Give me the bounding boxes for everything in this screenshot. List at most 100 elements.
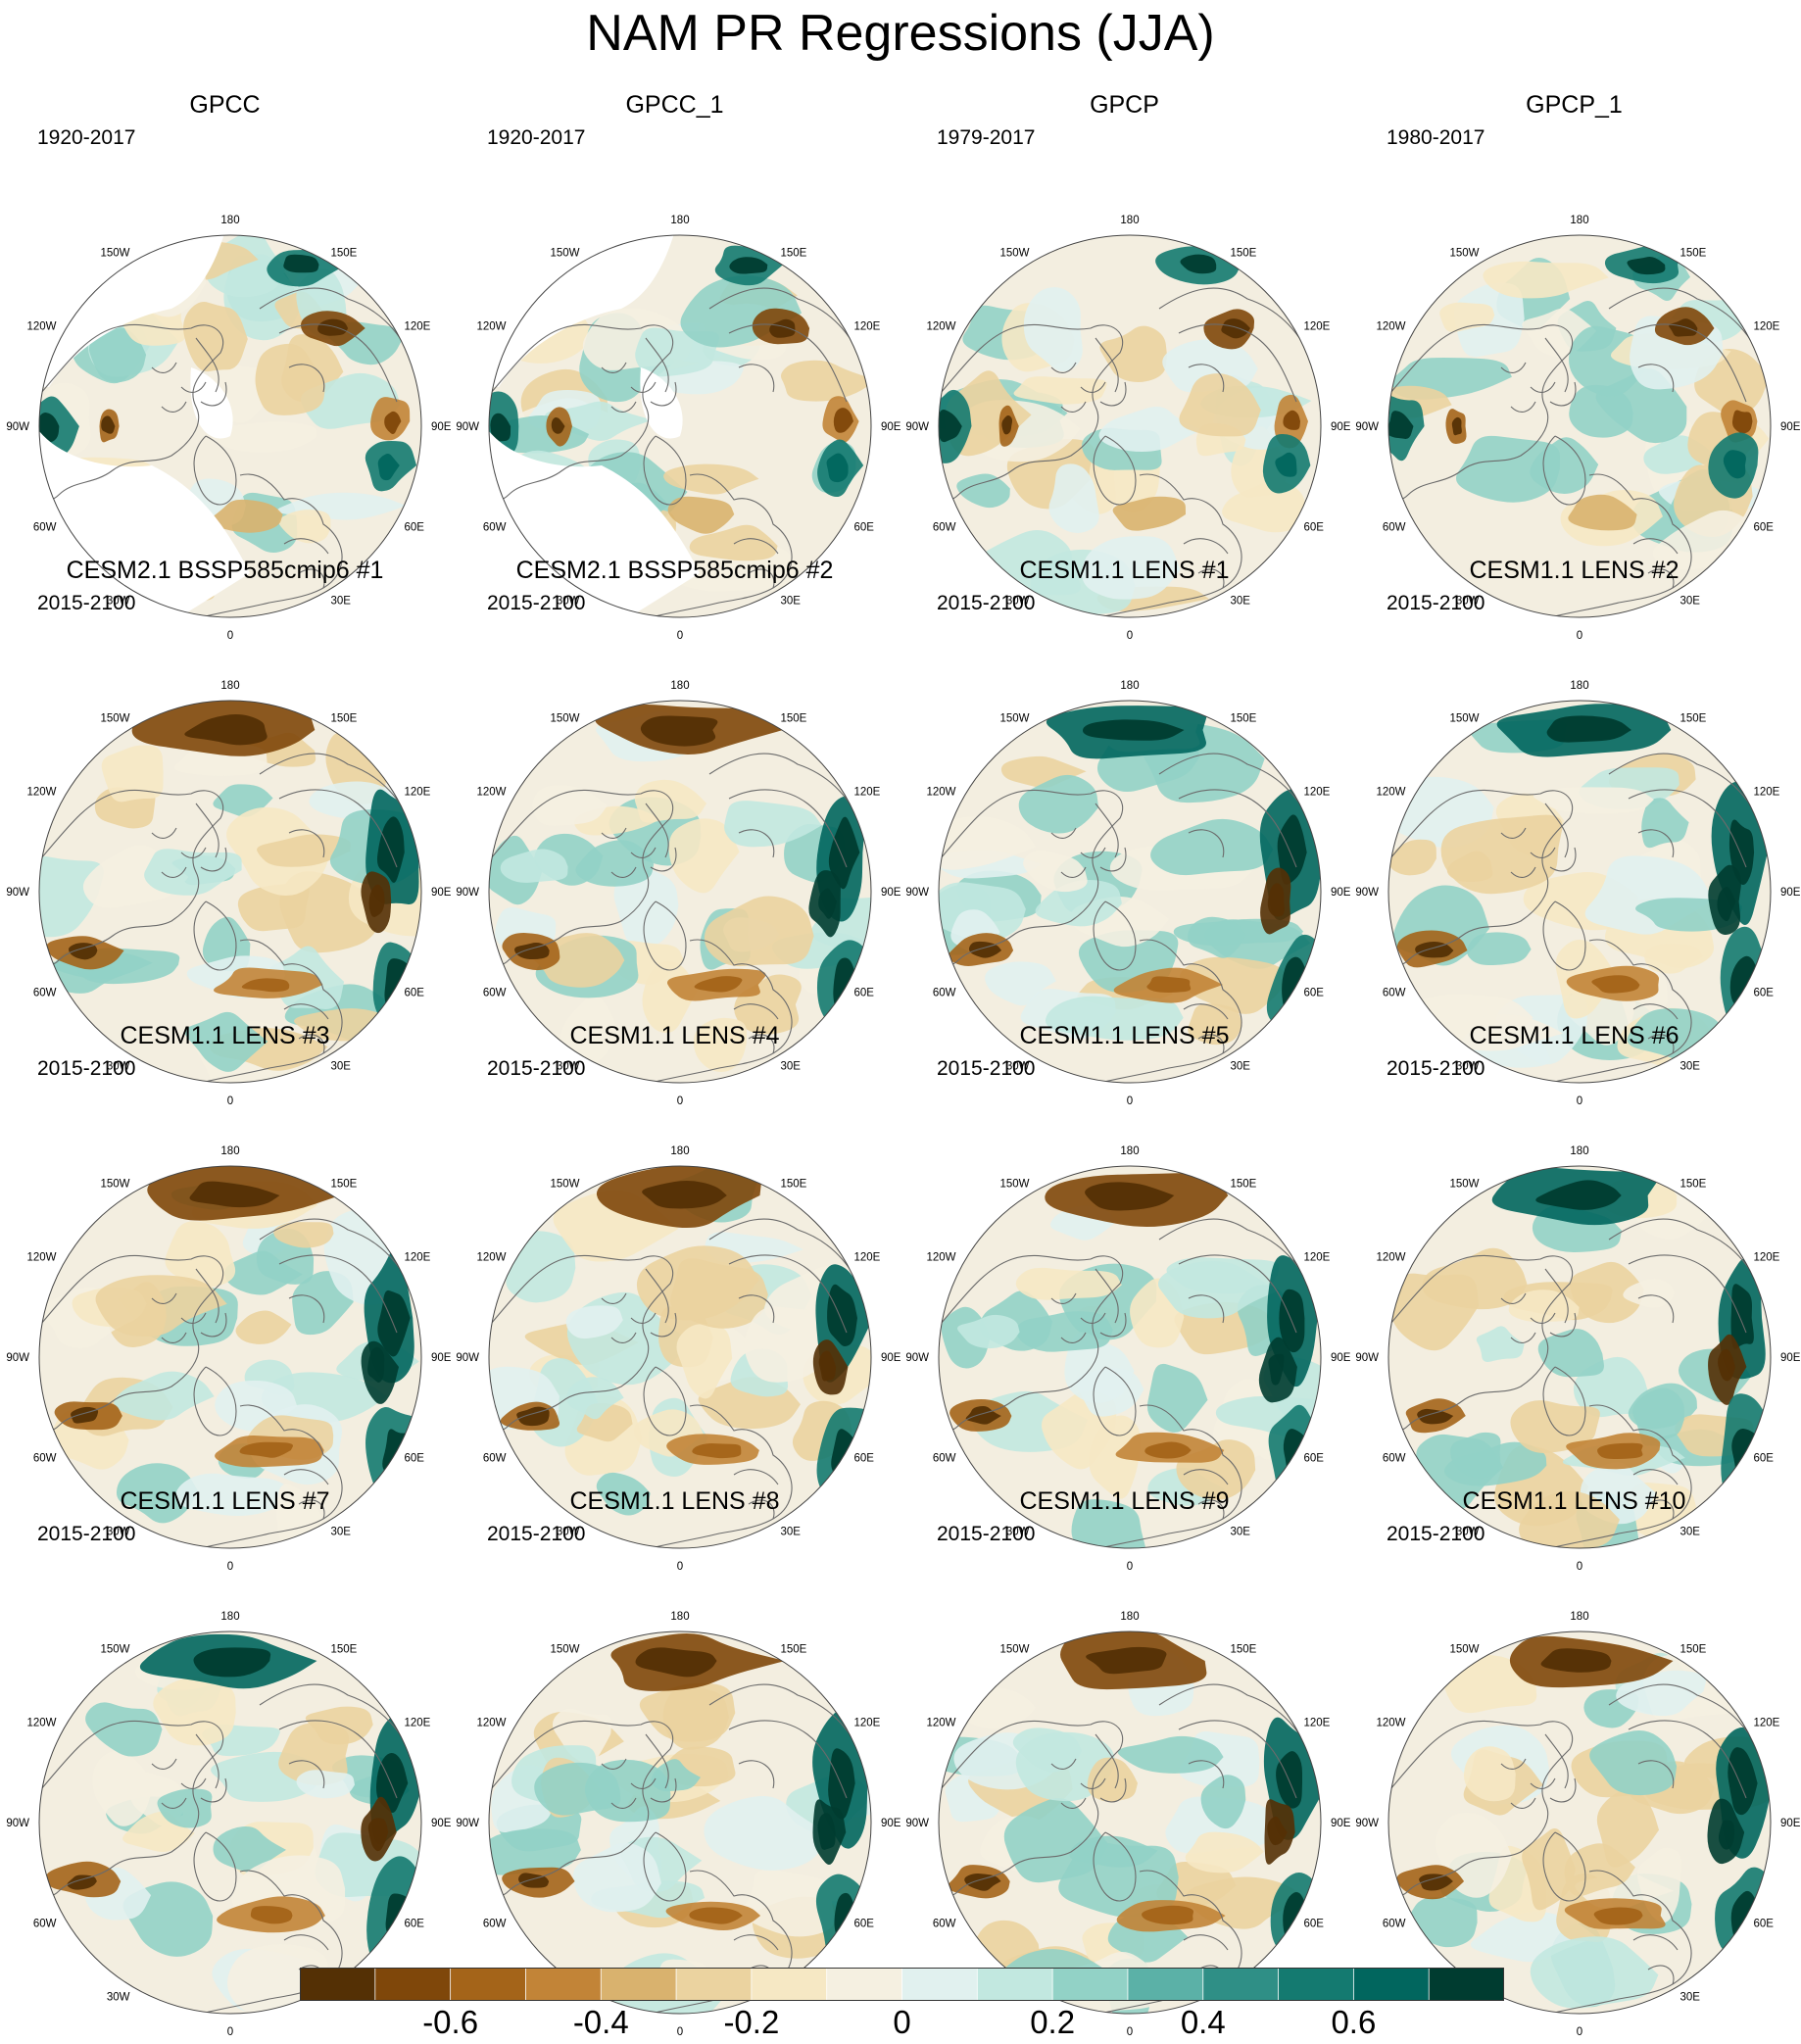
longitude-label: 150E bbox=[1231, 1179, 1257, 1191]
field-core bbox=[367, 1818, 389, 1852]
colorbar-tick: -0.2 bbox=[723, 2004, 780, 2040]
longitude-label: 90W bbox=[6, 887, 29, 899]
colorbar-swatch bbox=[976, 1968, 1054, 2001]
field-core bbox=[1591, 975, 1640, 994]
colorbar-swatch bbox=[1202, 1968, 1280, 2001]
longitude-label: 60W bbox=[1383, 1919, 1406, 1930]
map-border bbox=[1387, 700, 1772, 1084]
longitude-label: 90W bbox=[905, 1818, 929, 1829]
longitude-label: 60W bbox=[33, 1919, 57, 1930]
longitude-label: 0 bbox=[1127, 2026, 1133, 2038]
longitude-label: 150E bbox=[1680, 1644, 1707, 1656]
field-core bbox=[827, 1284, 857, 1347]
field-core bbox=[1417, 1408, 1454, 1425]
colorbar-tick: 0.6 bbox=[1331, 2004, 1377, 2040]
coastline bbox=[283, 1003, 329, 1054]
field-anomaly bbox=[668, 818, 740, 894]
longitude-label: 90W bbox=[6, 421, 29, 433]
field-anomaly bbox=[1158, 1261, 1279, 1319]
coastline bbox=[1549, 939, 1692, 1083]
coastline bbox=[650, 473, 793, 617]
longitude-label: 180 bbox=[1570, 215, 1588, 226]
panel-period: 2015-2100 bbox=[1387, 592, 1485, 614]
field-core bbox=[1146, 976, 1192, 993]
longitude-label: 30W bbox=[1456, 1527, 1480, 1538]
field-core bbox=[1221, 318, 1250, 339]
longitude-label: 60W bbox=[933, 1919, 956, 1930]
longitude-label: 120E bbox=[854, 321, 881, 333]
coastline bbox=[650, 1404, 793, 1548]
map-border bbox=[488, 1165, 872, 1549]
coastline bbox=[1628, 323, 1747, 403]
map-panel: 180 150E 120E 90E 60E 30E 0 30W 60W 90W 120W 150W CE… bbox=[1349, 1021, 1801, 1573]
coastline bbox=[193, 1366, 237, 1436]
field-core bbox=[68, 943, 98, 960]
longitude-label: 90E bbox=[1780, 1818, 1801, 1829]
field-anomaly bbox=[1179, 956, 1286, 1014]
field-anomaly bbox=[95, 1275, 227, 1337]
field-anomaly bbox=[566, 1377, 624, 1420]
coastline bbox=[1099, 473, 1242, 617]
field-anomaly bbox=[1012, 1728, 1083, 1773]
field-anomaly bbox=[210, 499, 283, 533]
coastline bbox=[1093, 900, 1137, 971]
longitude-label: 120E bbox=[854, 1718, 881, 1729]
polar-map: 180 150E 120E 90E 60E 30E 0 30W 60W 90W 120W 150W bbox=[456, 1145, 900, 1573]
map-panel: 180 150E 120E 90E 60E 30E 0 30W 60W 90W 120W 150W CE… bbox=[450, 1486, 900, 2038]
coastline bbox=[733, 1469, 779, 1520]
field-anomaly bbox=[506, 1231, 576, 1303]
coastline bbox=[278, 323, 398, 403]
field-anomaly bbox=[153, 1676, 236, 1746]
field-anomaly bbox=[1463, 1746, 1516, 1802]
longitude-label: 0 bbox=[1577, 2026, 1582, 2038]
coastline bbox=[200, 1870, 343, 2014]
field-anomaly bbox=[1522, 1828, 1576, 1911]
longitude-label: 90W bbox=[6, 1818, 29, 1829]
longitude-label: 0 bbox=[1577, 1095, 1582, 1107]
coastline bbox=[200, 473, 343, 617]
coastline bbox=[193, 900, 237, 971]
longitude-label: 0 bbox=[227, 1095, 233, 1107]
longitude-label: 150E bbox=[1231, 1644, 1257, 1656]
colorbar-tick: -0.4 bbox=[572, 2004, 629, 2040]
longitude-label: 60W bbox=[1383, 522, 1406, 534]
longitude-label: 0 bbox=[677, 630, 683, 642]
coastline bbox=[643, 1366, 687, 1436]
longitude-label: 0 bbox=[1127, 1561, 1133, 1573]
coastline bbox=[278, 1254, 398, 1334]
field-anomaly bbox=[1537, 1329, 1604, 1378]
panel-title: CESM2.1 BSSP585cmip6 #2 bbox=[515, 557, 834, 584]
field-core bbox=[1388, 411, 1414, 439]
field-core bbox=[1267, 1816, 1288, 1846]
field-anomaly bbox=[273, 1222, 334, 1248]
field-anomaly bbox=[1023, 287, 1083, 372]
coastline bbox=[728, 1720, 848, 1799]
no-data-region bbox=[190, 367, 233, 439]
field-core bbox=[729, 257, 768, 274]
map-border bbox=[488, 234, 872, 618]
figure-title: NAM PR Regressions (JJA) bbox=[586, 5, 1215, 62]
coastline bbox=[200, 1404, 343, 1548]
longitude-label: 0 bbox=[1127, 1095, 1133, 1107]
longitude-label: 90E bbox=[1780, 1352, 1801, 1364]
map-panel: 180 150E 120E 90E 60E 30E 0 30W 60W 90W 120W 150W CE… bbox=[0, 1486, 451, 2038]
coastline bbox=[1050, 1292, 1106, 1343]
polar-map: 180 150E 120E 90E 60E 30E 0 30W 60W 90W 120W 150W bbox=[1355, 215, 1800, 642]
field-core bbox=[1180, 254, 1217, 274]
coastline bbox=[1632, 1003, 1679, 1054]
longitude-label: 180 bbox=[670, 1611, 689, 1623]
field-anomaly bbox=[572, 1842, 661, 1913]
field-anomaly bbox=[1483, 261, 1609, 299]
field-core bbox=[1535, 1180, 1622, 1210]
longitude-label: 90E bbox=[431, 887, 452, 899]
longitude-label: 120E bbox=[1754, 787, 1780, 799]
longitude-label: 60E bbox=[854, 988, 875, 999]
field-core bbox=[377, 454, 400, 481]
field-core bbox=[828, 816, 860, 890]
coastline bbox=[643, 900, 687, 971]
colorbar-tick: 0 bbox=[893, 2004, 911, 2040]
coastline bbox=[1050, 827, 1106, 878]
colorbar bbox=[300, 1968, 1504, 2001]
field-core bbox=[283, 254, 319, 273]
field-anomaly bbox=[1222, 480, 1307, 533]
